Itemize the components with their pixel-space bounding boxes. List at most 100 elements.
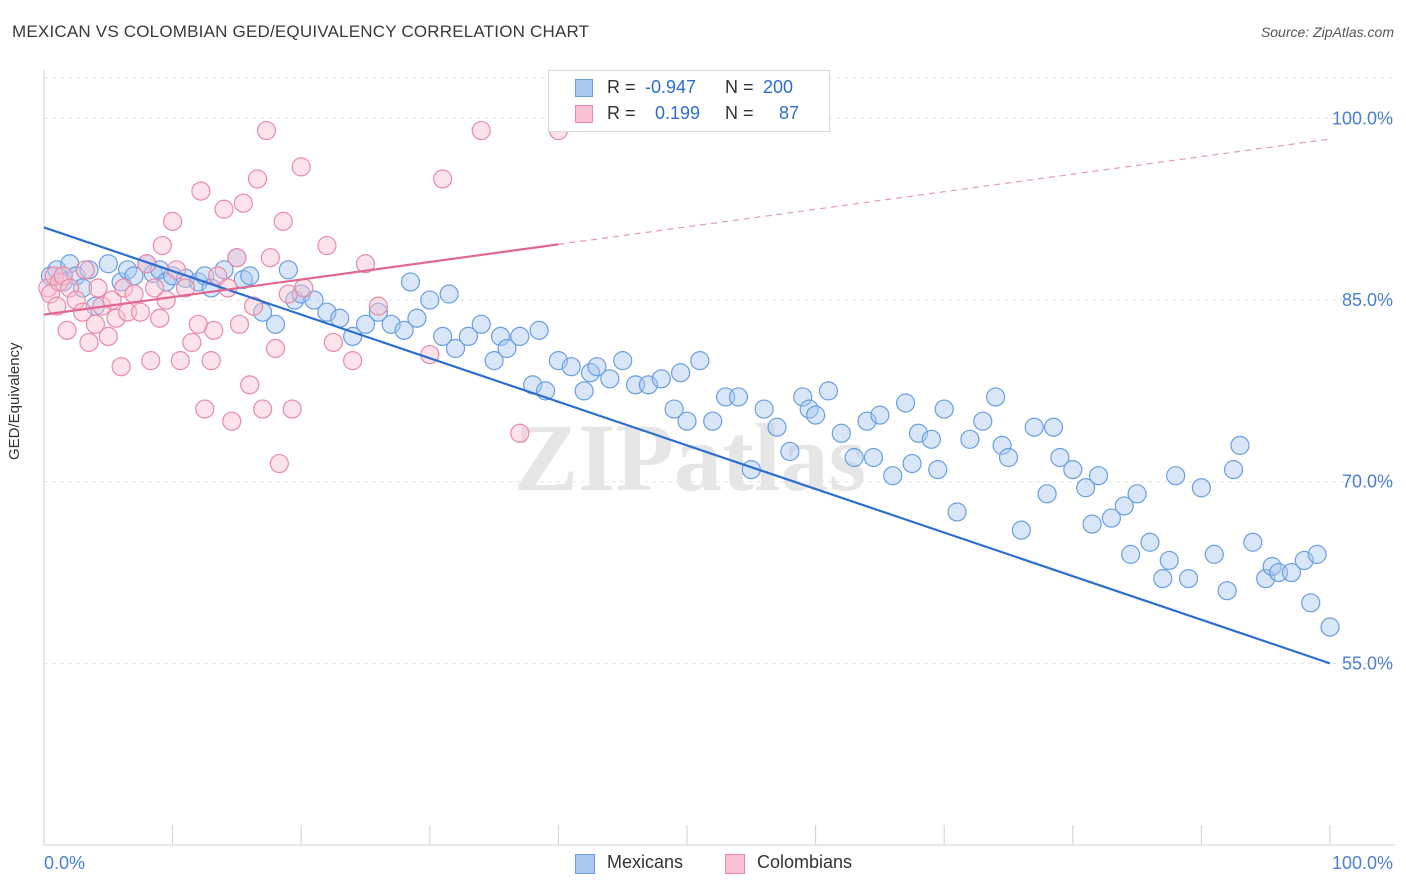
data-point (233, 193, 253, 213)
y-tick-label: 85.0% (1342, 290, 1393, 310)
data-point (883, 466, 903, 486)
data-point (98, 326, 118, 347)
data-point (1082, 514, 1102, 534)
data-point (921, 429, 941, 449)
data-point (278, 260, 298, 280)
data-point (471, 314, 491, 334)
data-point (1063, 460, 1083, 480)
data-point (934, 399, 954, 419)
legend-n-label: N = (725, 77, 754, 97)
y-tick-label: 55.0% (1342, 653, 1393, 673)
data-point (170, 351, 190, 371)
data-point (317, 235, 337, 256)
data-point (490, 326, 511, 347)
legend-r-value: 0.199 (655, 103, 701, 123)
series-mexicans (40, 248, 1340, 637)
data-point (677, 411, 697, 431)
data-point (85, 314, 106, 334)
data-point (1281, 562, 1302, 583)
data-point (368, 302, 388, 322)
data-point (355, 254, 376, 274)
data-point (1204, 544, 1224, 564)
data-point (204, 320, 224, 340)
data-point (510, 423, 530, 443)
data-point (240, 375, 260, 395)
data-point (66, 290, 86, 310)
trend-line (43, 226, 1331, 665)
data-point (471, 120, 491, 141)
data-point (484, 351, 504, 371)
data-point (1301, 593, 1321, 613)
data-point (1088, 466, 1109, 486)
legend-label-mexicans: Mexicans (607, 852, 684, 872)
data-point (973, 411, 993, 431)
legend-row-colombians: R = 0.199 N = 87 (549, 101, 829, 127)
data-point (47, 296, 67, 316)
data-point (137, 254, 157, 274)
legend-row-mexicans: R = -0.947 N = 200 (549, 75, 829, 101)
data-point (282, 399, 302, 419)
data-point (651, 369, 671, 389)
data-point (256, 120, 277, 141)
data-point (400, 272, 421, 292)
data-point (947, 502, 967, 522)
data-point (265, 314, 286, 334)
data-point (1114, 496, 1134, 516)
data-point (201, 351, 221, 371)
data-point (144, 278, 165, 298)
watermark: ZIPatlas (514, 404, 866, 511)
data-point (1024, 417, 1044, 437)
series-colombians (38, 120, 569, 474)
trend-lines (43, 138, 1331, 665)
data-point (998, 447, 1019, 468)
data-point (445, 338, 466, 359)
data-point (229, 314, 250, 334)
data-point (111, 357, 131, 377)
legend-swatch-mexicans (575, 854, 595, 874)
data-point (253, 399, 273, 419)
data-point (805, 405, 826, 425)
data-point (269, 453, 289, 474)
data-point (1230, 435, 1250, 455)
data-point (53, 266, 73, 286)
data-point (1320, 617, 1340, 637)
legend-n-label: N = (725, 103, 754, 123)
data-point (587, 357, 607, 377)
data-point (754, 399, 774, 419)
data-point (458, 326, 478, 347)
data-point (613, 351, 633, 371)
data-point (150, 308, 170, 328)
data-point (1223, 460, 1244, 480)
data-point (1043, 417, 1064, 437)
legend-swatch-mexicans (575, 79, 593, 97)
x-tick-label: 0.0% (44, 853, 85, 873)
data-point (510, 326, 530, 347)
data-point (960, 429, 980, 449)
data-point (574, 381, 594, 401)
data-point (818, 381, 839, 401)
correlation-legend: R = -0.947 N = 200 R = 0.199 N = 87 (548, 70, 830, 132)
data-point (141, 351, 161, 371)
trend-line (43, 243, 559, 316)
data-point (227, 248, 247, 268)
data-point (343, 326, 363, 347)
data-point (1140, 532, 1160, 552)
data-point (831, 423, 851, 443)
data-point (928, 460, 948, 480)
data-point (1037, 484, 1057, 504)
data-point (703, 411, 723, 431)
legend-r-label: R = (607, 103, 636, 123)
legend-r-label: R = (607, 77, 636, 97)
data-point (156, 290, 176, 310)
data-point (433, 326, 453, 347)
data-point (690, 351, 710, 371)
data-point (182, 332, 202, 353)
data-point (420, 290, 440, 310)
data-point (780, 441, 800, 462)
data-point (1050, 447, 1070, 468)
data-point (664, 399, 684, 419)
data-point (1159, 550, 1179, 571)
data-point (343, 351, 363, 371)
data-point (152, 235, 172, 256)
data-point (407, 308, 427, 328)
